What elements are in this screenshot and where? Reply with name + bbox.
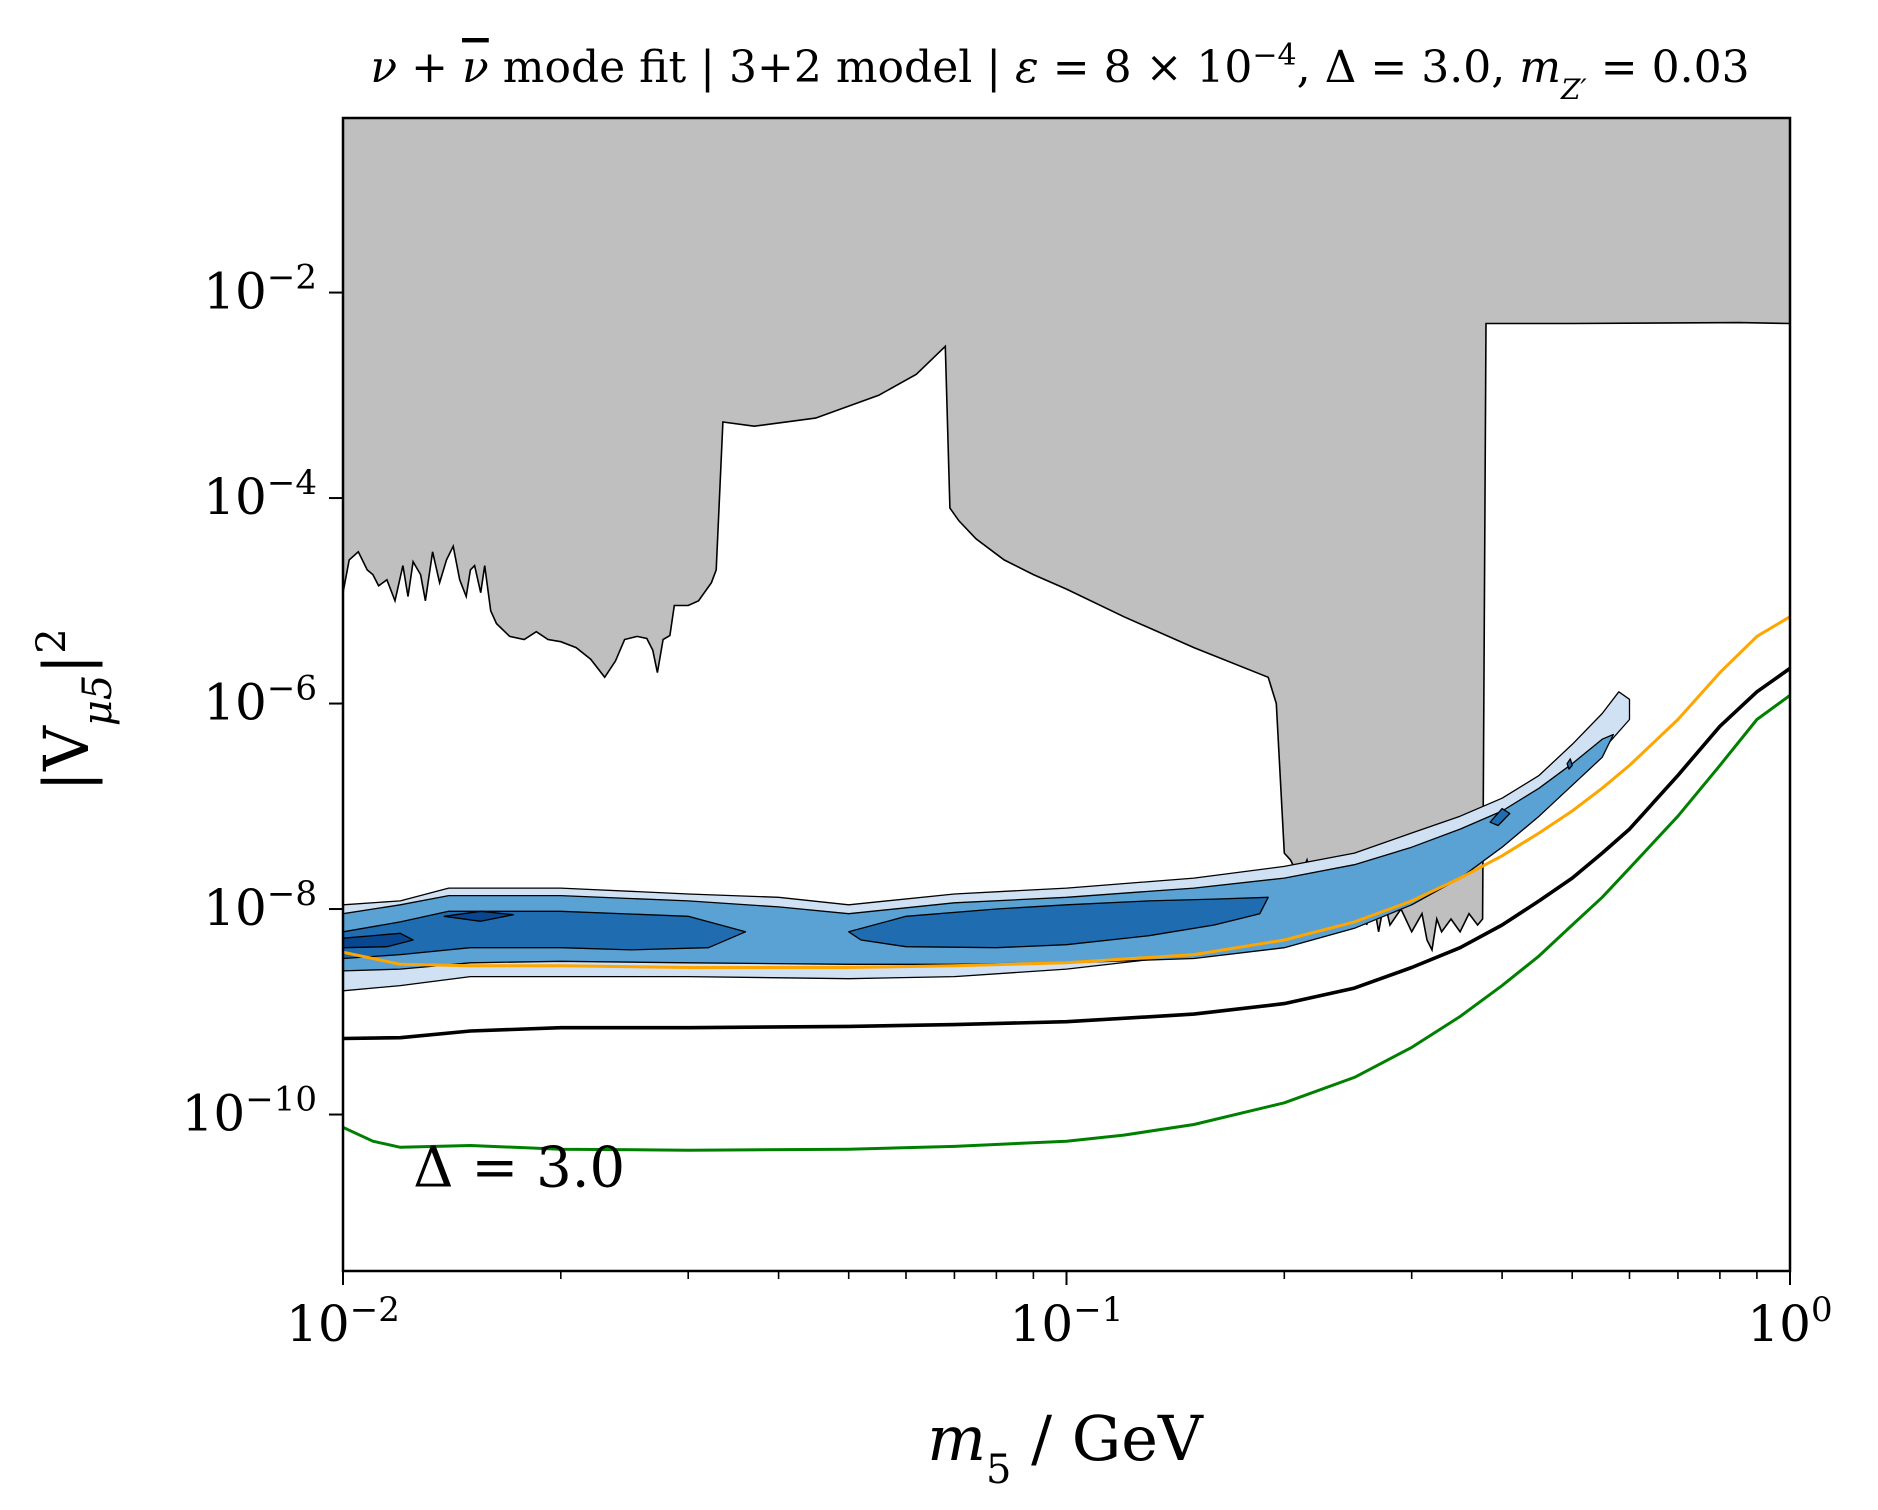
contour-level-3-2 xyxy=(343,910,747,960)
contour-layer xyxy=(343,691,1631,992)
y-label-close: | xyxy=(30,654,103,675)
x-tick-base-0: 10 xyxy=(286,1295,350,1353)
title-plus: + xyxy=(397,42,462,93)
contour-level-2-1 xyxy=(343,733,1615,972)
x-tick-label-1: 10−1 xyxy=(1010,1290,1124,1353)
y-tick-exp-2: −6 xyxy=(267,669,317,709)
excluded-region-boundary xyxy=(343,321,1790,953)
series-line-green xyxy=(343,694,1790,1152)
series-line-black xyxy=(343,666,1790,1041)
title-nubar: ν xyxy=(462,42,489,93)
contour-level-3-3 xyxy=(848,896,1269,949)
y-tick-base-4: 10 xyxy=(203,263,267,321)
contour-level-4-6 xyxy=(443,910,515,922)
title-m: m xyxy=(1519,42,1561,93)
excluded-region xyxy=(343,118,1790,950)
title-eps-val: = 8 × 10 xyxy=(1039,42,1253,93)
x-label-sub: 5 xyxy=(986,1447,1011,1493)
x-tick-base-1: 10 xyxy=(1010,1295,1074,1353)
title-eps-exp: −4 xyxy=(1252,38,1296,73)
x-tick-exp-2: 0 xyxy=(1811,1290,1833,1330)
y-label-sub: μ5 xyxy=(75,675,121,726)
x-tick-exp-1: −1 xyxy=(1073,1290,1123,1330)
x-tick-base-2: 10 xyxy=(1747,1295,1811,1353)
y-label-open: |V xyxy=(30,725,103,792)
title-nu: ν xyxy=(370,42,397,93)
y-label-sup: 2 xyxy=(29,628,75,653)
x-tick-label-0: 10−2 xyxy=(286,1290,400,1353)
y-tick-exp-3: −4 xyxy=(267,463,317,503)
contour-level-4-5 xyxy=(343,932,414,949)
series-line-orange xyxy=(343,615,1790,969)
title-m-val: = 0.03 xyxy=(1587,42,1750,93)
excluded-region-layer xyxy=(343,118,1790,953)
title-mode: mode fit | 3+2 model | xyxy=(489,42,1015,93)
y-tick-exp-0: −10 xyxy=(245,1080,317,1120)
y-tick-base-3: 10 xyxy=(203,468,267,526)
title-eps: ε xyxy=(1015,42,1039,93)
chart-title: ν + ν mode fit | 3+2 model | ε = 8 × 10−… xyxy=(370,38,1749,106)
title-m-sub: Z′ xyxy=(1560,73,1587,106)
y-tick-label-1: 10−8 xyxy=(203,874,317,937)
y-tick-exp-1: −8 xyxy=(267,874,317,914)
y-axis-label: |Vμ5|2 xyxy=(29,628,121,791)
y-tick-label-3: 10−4 xyxy=(203,463,317,526)
y-tick-label-2: 10−6 xyxy=(203,669,317,732)
plot-area xyxy=(343,118,1790,1271)
title-delta: , Δ = 3.0, xyxy=(1297,42,1520,93)
series-layer xyxy=(343,615,1790,1152)
x-tick-label-2: 100 xyxy=(1747,1290,1832,1353)
x-label-m: m xyxy=(927,1402,986,1475)
delta-annotation: Δ = 3.0 xyxy=(413,1135,625,1200)
y-tick-exp-4: −2 xyxy=(267,258,317,298)
contour-level-3-4 xyxy=(1489,807,1511,827)
x-axis-label: m5 / GeV xyxy=(927,1402,1204,1493)
x-tick-exp-0: −2 xyxy=(350,1290,400,1330)
y-tick-base-0: 10 xyxy=(182,1085,246,1143)
y-tick-base-1: 10 xyxy=(203,879,267,937)
y-tick-base-2: 10 xyxy=(203,674,267,732)
y-tick-label-0: 10−10 xyxy=(182,1080,317,1143)
contour-level-3-7 xyxy=(1566,758,1573,770)
y-tick-label-4: 10−2 xyxy=(203,258,317,321)
x-label-rest: / GeV xyxy=(1011,1402,1204,1475)
